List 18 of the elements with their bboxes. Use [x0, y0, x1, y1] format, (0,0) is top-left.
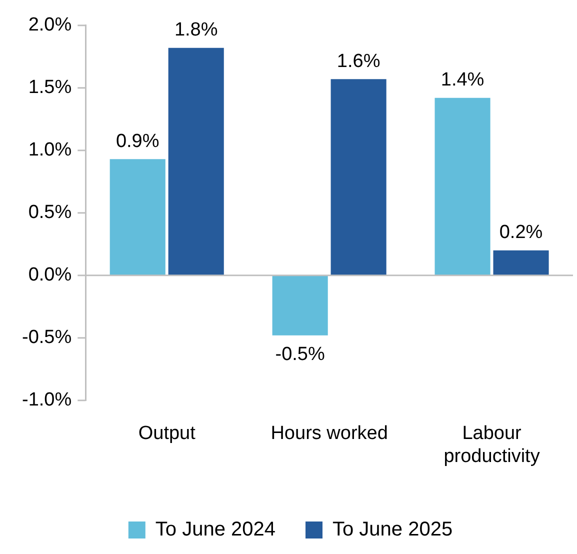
data-label: -0.5%	[275, 344, 325, 366]
x-tick-label: Output	[138, 423, 196, 444]
data-label: 1.4%	[440, 70, 484, 91]
legend-label: To June 2024	[155, 518, 276, 541]
data-label: 1.6%	[336, 50, 380, 72]
x-tick-label: Labour productivity	[444, 423, 540, 467]
y-tick-label: 1.5%	[28, 77, 72, 98]
y-tick-label: -1.0%	[22, 390, 72, 411]
data-label: 0.9%	[116, 130, 160, 152]
y-tick-label: 0.0%	[28, 264, 72, 286]
y-tick-label: 0.5%	[28, 202, 72, 224]
y-tick-label: -0.5%	[22, 327, 72, 348]
y-tick-label: 1.0%	[28, 140, 72, 161]
x-tick-label: Hours worked	[270, 423, 388, 444]
data-label: 0.2%	[499, 222, 543, 244]
data-label: 1.8%	[174, 20, 218, 41]
legend-label: To June 2025	[332, 518, 453, 541]
y-tick-label: 2.0%	[28, 14, 72, 36]
